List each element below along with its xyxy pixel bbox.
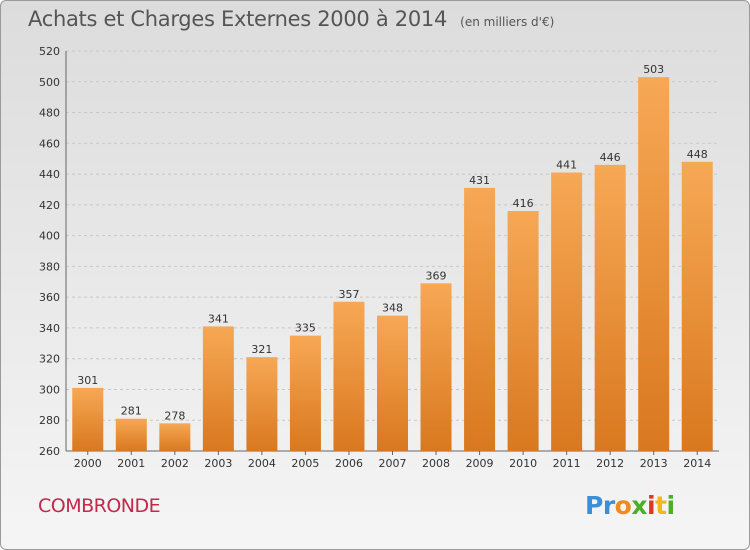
y-tick-label: 500 [39, 76, 60, 89]
bar-value-label: 278 [164, 409, 185, 422]
logo-letter: i [666, 491, 676, 520]
bar-value-label: 369 [426, 269, 447, 282]
y-tick-label: 480 [39, 107, 60, 120]
bar-value-label: 503 [643, 63, 664, 76]
bar-value-label: 348 [382, 302, 403, 315]
bar [681, 161, 713, 451]
bar-value-label: 416 [513, 197, 534, 210]
logo-letter: P [585, 491, 603, 520]
proxiti-logo: Proxiti [585, 491, 675, 520]
town-name: COMBRONDE [38, 495, 161, 517]
x-tick-label: 2001 [117, 457, 145, 470]
chart-title: Achats et Charges Externes 2000 à 2014 [28, 7, 448, 31]
bar [377, 315, 408, 451]
x-tick-label: 2004 [248, 457, 276, 470]
x-tick-label: 2007 [379, 457, 407, 470]
x-tick-label: 2009 [466, 457, 494, 470]
x-tick-label: 2012 [596, 457, 624, 470]
bar-value-label: 301 [77, 374, 98, 387]
bar [551, 172, 583, 452]
y-tick-label: 440 [39, 168, 60, 181]
logo-letter: x [631, 491, 647, 520]
x-tick-label: 2002 [161, 457, 189, 470]
logo-letter: o [614, 491, 632, 520]
x-tick-label: 2013 [640, 457, 668, 470]
x-tick-label: 2011 [553, 457, 581, 470]
bar [333, 301, 365, 451]
bar [507, 211, 539, 451]
y-tick-label: 320 [39, 353, 60, 366]
y-tick-label: 280 [39, 414, 60, 427]
bar-value-label: 335 [295, 322, 316, 335]
logo-letter: t [655, 491, 667, 520]
logo-letter: i [647, 491, 656, 520]
bar [638, 77, 670, 452]
y-tick-label: 520 [39, 45, 60, 58]
y-tick-label: 360 [39, 291, 60, 304]
y-tick-label: 300 [39, 383, 60, 396]
bar-value-label: 281 [121, 405, 142, 418]
x-tick-label: 2003 [204, 457, 232, 470]
chart-subtitle: (en milliers d'€) [460, 15, 555, 29]
bar [115, 418, 147, 451]
x-tick-label: 2006 [335, 457, 363, 470]
bar-value-label: 448 [687, 148, 708, 161]
x-tick-label: 2000 [74, 457, 102, 470]
y-tick-label: 340 [39, 322, 60, 335]
bar [159, 423, 191, 451]
bar-value-label: 321 [251, 343, 272, 356]
chart-header: Achats et Charges Externes 2000 à 2014 (… [28, 7, 554, 31]
bar [464, 187, 496, 451]
y-tick-label: 260 [39, 445, 60, 458]
bar [246, 357, 278, 451]
bar-value-label: 446 [600, 151, 621, 164]
y-tick-label: 400 [39, 230, 60, 243]
bar-value-label: 441 [556, 159, 577, 172]
bar [420, 283, 452, 451]
x-tick-label: 2005 [291, 457, 319, 470]
bar [289, 335, 321, 451]
x-tick-label: 2014 [683, 457, 711, 470]
bar [202, 326, 234, 451]
bar-value-label: 341 [208, 312, 229, 325]
logo-letter: r [602, 491, 615, 520]
y-tick-label: 380 [39, 260, 60, 273]
bar [594, 164, 626, 451]
x-tick-label: 2008 [422, 457, 450, 470]
bar [72, 387, 104, 451]
y-tick-label: 420 [39, 199, 60, 212]
bar-value-label: 357 [338, 288, 359, 301]
bar-value-label: 431 [469, 174, 490, 187]
y-tick-label: 460 [39, 137, 60, 150]
x-tick-label: 2010 [509, 457, 537, 470]
